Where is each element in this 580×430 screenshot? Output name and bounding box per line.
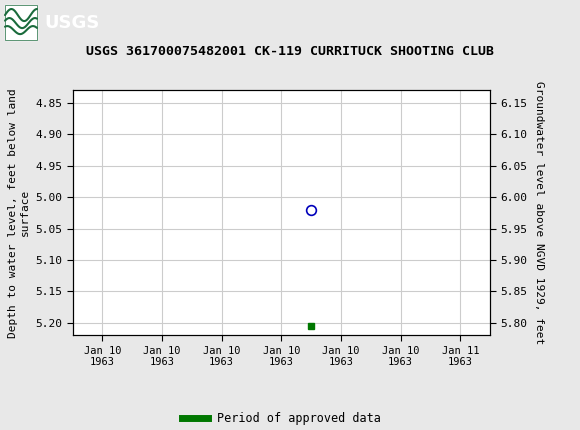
Text: USGS 361700075482001 CK-119 CURRITUCK SHOOTING CLUB: USGS 361700075482001 CK-119 CURRITUCK SH…: [86, 45, 494, 58]
FancyBboxPatch shape: [5, 5, 37, 40]
Legend: Period of approved data: Period of approved data: [177, 408, 386, 430]
Text: USGS: USGS: [44, 14, 99, 32]
Y-axis label: Depth to water level, feet below land
surface: Depth to water level, feet below land su…: [8, 88, 30, 338]
Y-axis label: Groundwater level above NGVD 1929, feet: Groundwater level above NGVD 1929, feet: [534, 81, 545, 344]
